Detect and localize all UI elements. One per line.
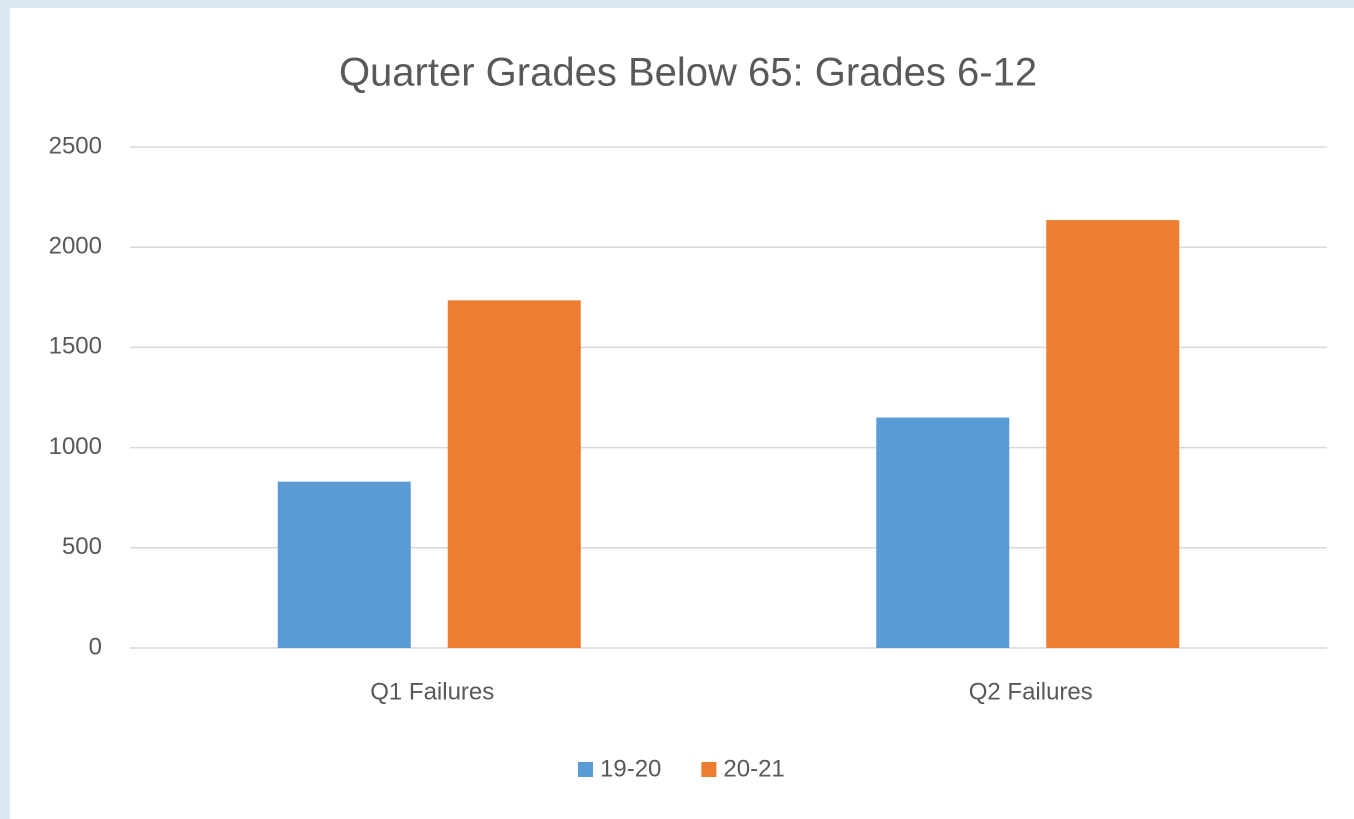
y-tick-label: 1500 xyxy=(49,333,102,360)
legend-label: 19-20 xyxy=(600,755,661,782)
y-tick-label: 1000 xyxy=(49,433,102,460)
x-tick-label: Q1 Failures xyxy=(370,678,494,705)
bar xyxy=(876,417,1010,648)
bar xyxy=(447,300,581,648)
y-tick-label: 2000 xyxy=(49,233,102,260)
bar xyxy=(277,481,411,648)
legend-swatch xyxy=(701,762,717,777)
y-tick-label: 500 xyxy=(62,533,102,560)
bar xyxy=(1046,220,1180,648)
y-tick-label: 0 xyxy=(89,633,102,660)
legend-label: 20-21 xyxy=(723,755,784,782)
x-tick-label: Q2 Failures xyxy=(969,678,1093,705)
y-tick-label: 2500 xyxy=(49,132,102,159)
chart-title: Quarter Grades Below 65: Grades 6-12 xyxy=(339,51,1037,95)
legend-swatch xyxy=(578,762,593,777)
